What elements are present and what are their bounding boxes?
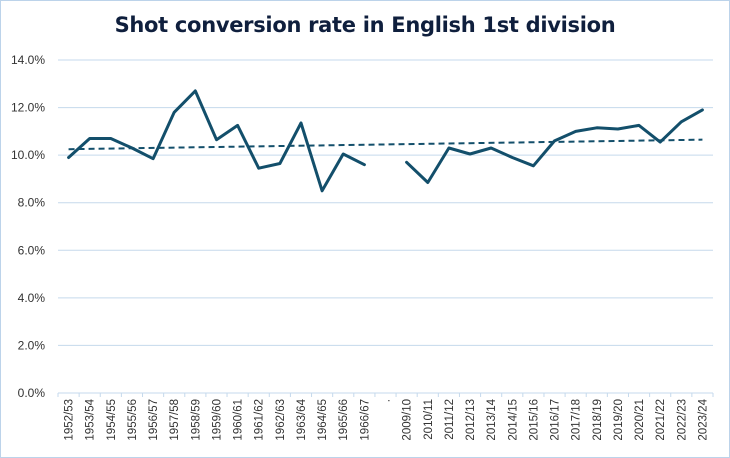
x-tick-label: 2011/12 — [444, 399, 456, 440]
x-tick-label: 1956/57 — [148, 399, 160, 441]
x-tick-label: 1954/55 — [106, 399, 118, 441]
x-tick-label: 1964/65 — [317, 399, 329, 441]
series-line-segment — [405, 108, 704, 184]
chart-title: Shot conversion rate in English 1st divi… — [114, 13, 616, 37]
x-tick-label: 2018/19 — [592, 399, 604, 441]
x-tick-label: 1958/59 — [190, 399, 202, 441]
x-tick-label: 1961/62 — [254, 399, 266, 441]
x-tick-label: 2021/22 — [655, 399, 667, 441]
x-axis-ticks: 1952/53 1953/54 1954/55 1955/56 1956/57 1957/… — [64, 398, 710, 440]
x-axis — [57, 392, 714, 397]
y-tick-label: 12.0% — [11, 101, 45, 115]
x-tick-label: 1965/66 — [338, 399, 350, 441]
x-tick-label: 1963/64 — [296, 398, 308, 440]
x-tick-label: 2019/20 — [613, 399, 625, 441]
x-tick-label: 2014/15 — [507, 399, 519, 441]
trendline-dashed — [68, 138, 703, 151]
x-tick-label: 1962/63 — [275, 399, 287, 441]
y-tick-label: 2.0% — [18, 338, 46, 352]
gridlines — [58, 59, 713, 346]
x-tick-label: 2016/17 — [550, 399, 562, 441]
x-tick-label: 2015/16 — [528, 399, 540, 441]
x-tick-label: 2020/21 — [634, 399, 646, 441]
y-tick-label: 8.0% — [18, 196, 46, 210]
x-tick-label: 2017/18 — [571, 399, 583, 441]
x-tick-label: 1952/53 — [64, 399, 76, 441]
x-tick-label: 2010/11 — [423, 399, 435, 440]
x-tick-label: . — [381, 399, 393, 402]
y-tick-label: 0.0% — [18, 386, 46, 400]
y-tick-label: 14.0% — [11, 53, 45, 67]
x-tick-label: 2023/24 — [697, 398, 709, 440]
series-line-segment — [67, 89, 366, 193]
x-tick-label: 1959/60 — [211, 399, 223, 441]
x-tick-label: 2009/10 — [402, 399, 414, 441]
x-tick-label: 1957/58 — [169, 399, 181, 441]
trendline — [68, 138, 703, 151]
y-tick-label: 6.0% — [18, 243, 46, 257]
series-lines — [67, 89, 704, 193]
x-tick-label: 1966/67 — [359, 399, 371, 441]
x-tick-label: 1955/56 — [127, 399, 139, 441]
y-tick-label: 10.0% — [11, 148, 45, 162]
x-tick-label: 2012/13 — [465, 399, 477, 441]
x-tick-label: 1953/54 — [85, 398, 97, 440]
y-tick-label: 4.0% — [18, 291, 46, 305]
x-tick-label: 1960/61 — [233, 399, 245, 441]
x-tick-label: 2013/14 — [486, 398, 498, 440]
x-tick-label: 2022/23 — [676, 399, 688, 441]
y-axis-ticks: 0.0% 2.0% 4.0% 6.0% 8.0% 10.0% 12.0% 14.0% — [11, 53, 45, 400]
